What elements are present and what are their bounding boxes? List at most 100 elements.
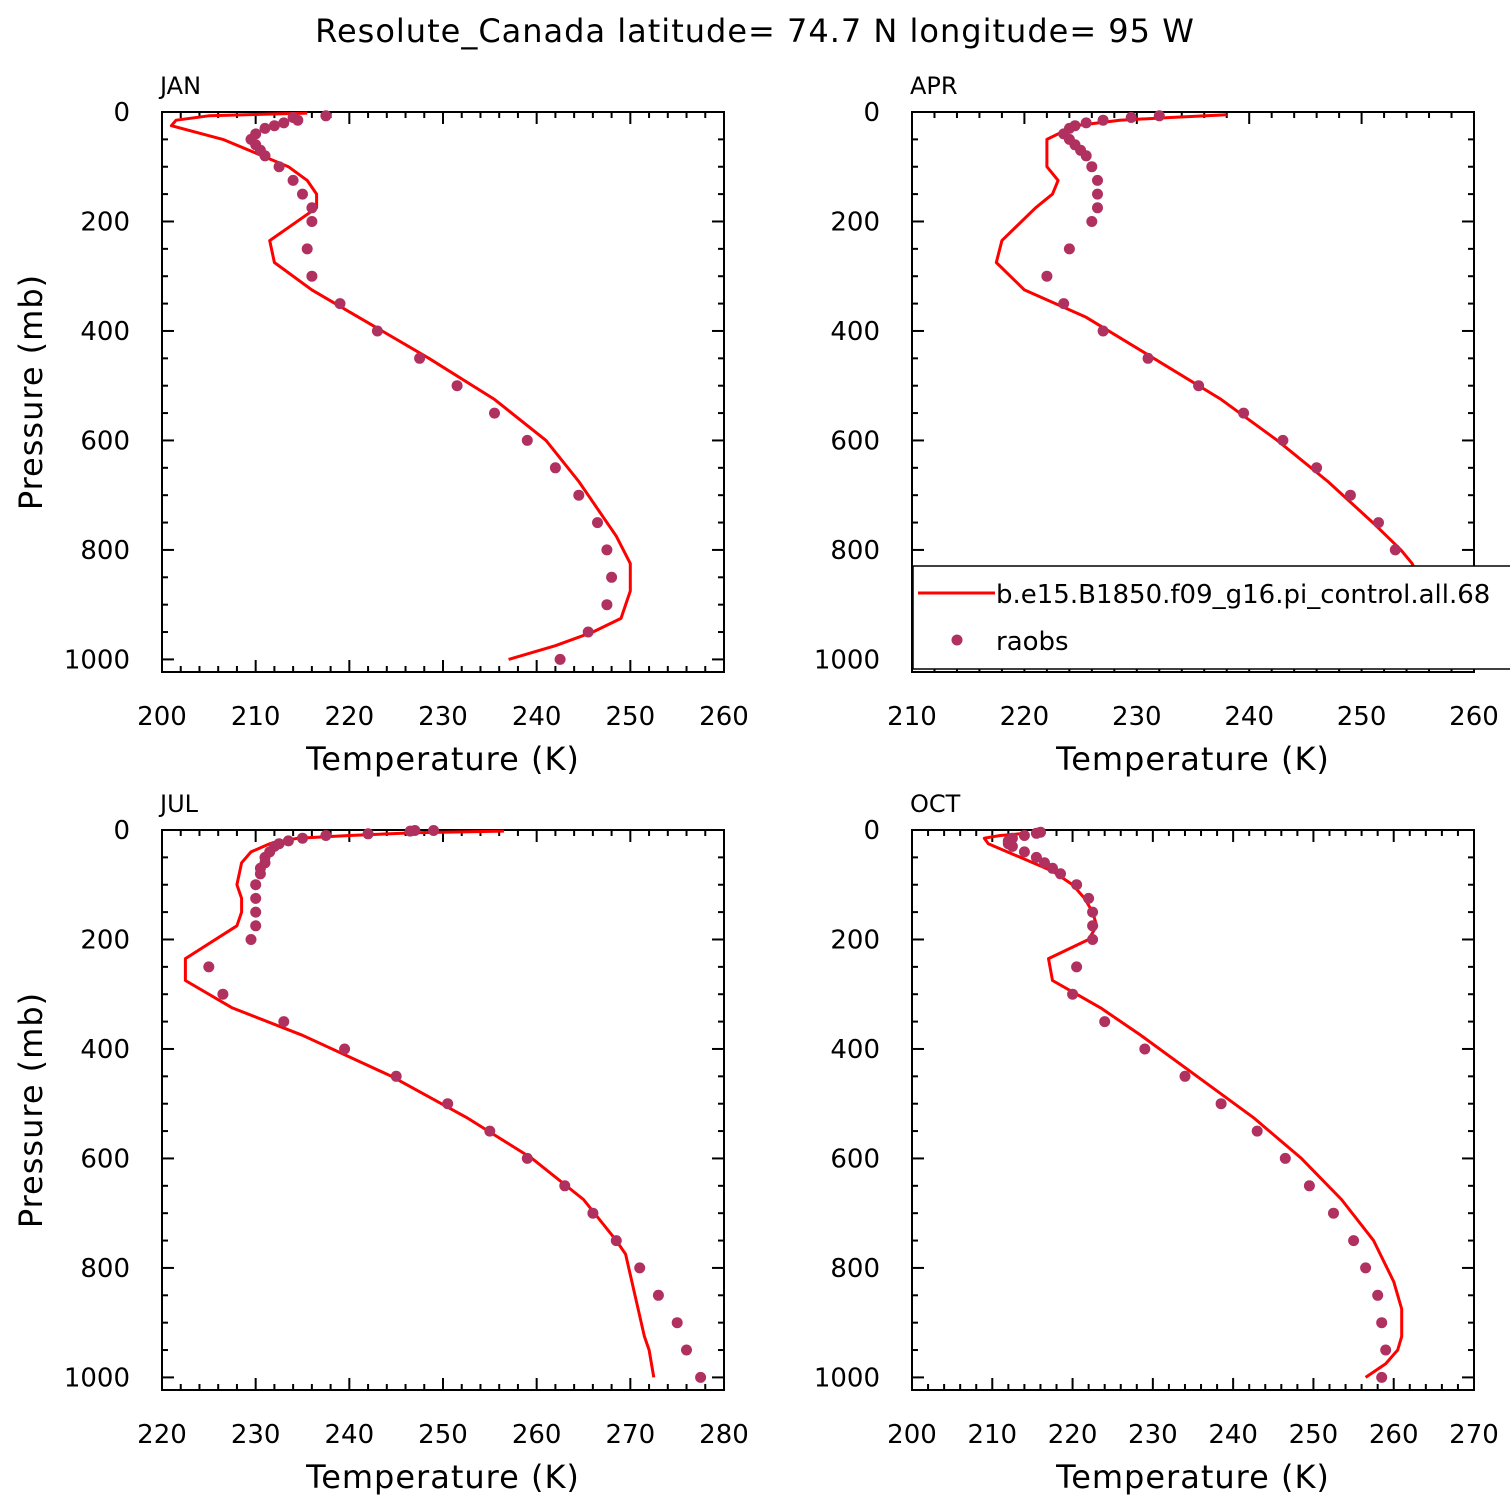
y-tick-label: 1000 bbox=[64, 645, 130, 675]
page-title: Resolute_Canada latitude= 74.7 N longitu… bbox=[315, 12, 1195, 50]
x-tick-label: 210 bbox=[887, 702, 937, 732]
obs-point bbox=[610, 1235, 622, 1247]
obs-point bbox=[1080, 150, 1092, 162]
legend: b.e15.B1850.f09_g16.pi_control.all.68rao… bbox=[912, 565, 1510, 670]
x-tick-label: 210 bbox=[231, 702, 281, 732]
panel-apr: APR 210 220 230 240 250 260 0 200 400 600 800 1000 Te… bbox=[814, 72, 1499, 778]
y-tick-label: 800 bbox=[80, 1254, 130, 1284]
obs-point bbox=[334, 298, 346, 310]
x-tick-label: 240 bbox=[1224, 702, 1274, 732]
obs-point bbox=[601, 544, 613, 556]
obs-point bbox=[390, 1070, 402, 1082]
obs-point bbox=[1055, 868, 1066, 880]
x-tick-label: 200 bbox=[137, 702, 187, 732]
obs-point bbox=[1018, 830, 1030, 841]
y-tick-label: 400 bbox=[80, 1035, 130, 1065]
y-tick-label: 0 bbox=[863, 98, 880, 128]
obs-point bbox=[250, 906, 262, 918]
obs-point bbox=[217, 988, 229, 1000]
obs-point bbox=[268, 120, 280, 132]
plot-frame bbox=[161, 829, 725, 1391]
obs-point bbox=[1030, 851, 1042, 863]
x-tick-label: 260 bbox=[699, 702, 749, 732]
obs-point bbox=[339, 1043, 351, 1055]
obs-point bbox=[1372, 1289, 1384, 1301]
obs-point bbox=[1215, 1098, 1227, 1110]
y-tick-label: 400 bbox=[80, 317, 130, 347]
x-axis-title: Temperature (K) bbox=[1055, 740, 1330, 778]
x-tick-label: 240 bbox=[1208, 1420, 1258, 1450]
obs-point bbox=[601, 599, 613, 611]
obs-point bbox=[695, 1371, 707, 1383]
obs-point bbox=[442, 1098, 454, 1110]
obs-point bbox=[1086, 161, 1098, 173]
obs-point bbox=[1087, 906, 1099, 918]
obs-point bbox=[1099, 1016, 1111, 1028]
obs-point bbox=[1097, 114, 1109, 126]
x-tick-label: 250 bbox=[1289, 1420, 1339, 1450]
obs-point bbox=[1125, 112, 1137, 123]
x-axis-title: Temperature (K) bbox=[1055, 1458, 1330, 1496]
model-series-line bbox=[982, 832, 1404, 1379]
obs-point bbox=[1344, 489, 1356, 501]
x-axis-title: Temperature (K) bbox=[305, 740, 580, 778]
panel-label: JAN bbox=[158, 72, 201, 100]
obs-point bbox=[1067, 988, 1079, 1000]
obs-point bbox=[282, 835, 294, 847]
obs-point bbox=[1279, 1152, 1291, 1164]
obs-point bbox=[587, 1207, 599, 1219]
x-tick-label: 230 bbox=[1112, 702, 1162, 732]
obs-point bbox=[1373, 517, 1384, 529]
obs-point bbox=[1030, 827, 1042, 839]
obs-point bbox=[320, 110, 332, 122]
obs-point bbox=[451, 380, 463, 392]
x-tick-label: 270 bbox=[606, 1420, 656, 1450]
obs-point bbox=[1348, 1235, 1360, 1247]
obs-point bbox=[549, 462, 561, 474]
obs-point bbox=[573, 489, 585, 501]
obs-point bbox=[301, 243, 313, 255]
y-tick-label: 1000 bbox=[814, 1363, 880, 1393]
obs-point bbox=[306, 216, 318, 227]
obs-point bbox=[320, 830, 332, 841]
obs-point bbox=[1080, 117, 1092, 129]
obs-point bbox=[1303, 1180, 1315, 1192]
y-tick-label: 0 bbox=[113, 816, 130, 846]
plot-frame bbox=[911, 111, 1475, 673]
obs-point bbox=[634, 1262, 646, 1274]
obs-point bbox=[278, 117, 290, 129]
x-tick-label: 260 bbox=[512, 1420, 562, 1450]
x-tick-label: 250 bbox=[606, 702, 656, 732]
obs-point bbox=[371, 325, 383, 337]
x-tick-label: 250 bbox=[418, 1420, 468, 1450]
x-tick-label: 270 bbox=[1449, 1420, 1499, 1450]
obs-point bbox=[1092, 188, 1103, 200]
panel-jan: JAN 200 210 220 230 240 250 260 0 200 400 600 800 100… bbox=[12, 72, 749, 778]
panel-jul: JUL 220 230 240 250 260 270 280 0 200 400 600 800 100… bbox=[12, 790, 749, 1496]
panel-label: JUL bbox=[158, 790, 199, 818]
obs-point bbox=[1251, 1125, 1263, 1137]
obs-point bbox=[259, 122, 271, 134]
obs-point bbox=[521, 1152, 533, 1164]
obs-point bbox=[1376, 1371, 1388, 1383]
obs-point bbox=[250, 920, 262, 932]
obs-point bbox=[1139, 1043, 1151, 1055]
obs-point bbox=[1238, 407, 1250, 419]
obs-point bbox=[1087, 934, 1099, 945]
x-tick-label: 220 bbox=[137, 1420, 187, 1450]
panel-oct: OCT 200 210 220 230 240 250 260 270 0 200 400 600 800… bbox=[814, 790, 1499, 1496]
obs-point bbox=[414, 352, 426, 364]
legend-box bbox=[912, 565, 1510, 670]
obs-point bbox=[1087, 920, 1099, 932]
plot-frame bbox=[161, 111, 725, 673]
obs-point bbox=[1071, 961, 1083, 973]
obs-point bbox=[1380, 1344, 1392, 1356]
obs-point bbox=[1071, 879, 1083, 891]
x-tick-label: 280 bbox=[699, 1420, 749, 1450]
obs-point bbox=[1142, 352, 1154, 364]
obs-point bbox=[1006, 840, 1018, 852]
obs-point bbox=[1193, 380, 1205, 392]
panel-label: APR bbox=[910, 72, 958, 100]
y-tick-label: 400 bbox=[830, 1035, 880, 1065]
obs-point bbox=[1039, 857, 1050, 869]
